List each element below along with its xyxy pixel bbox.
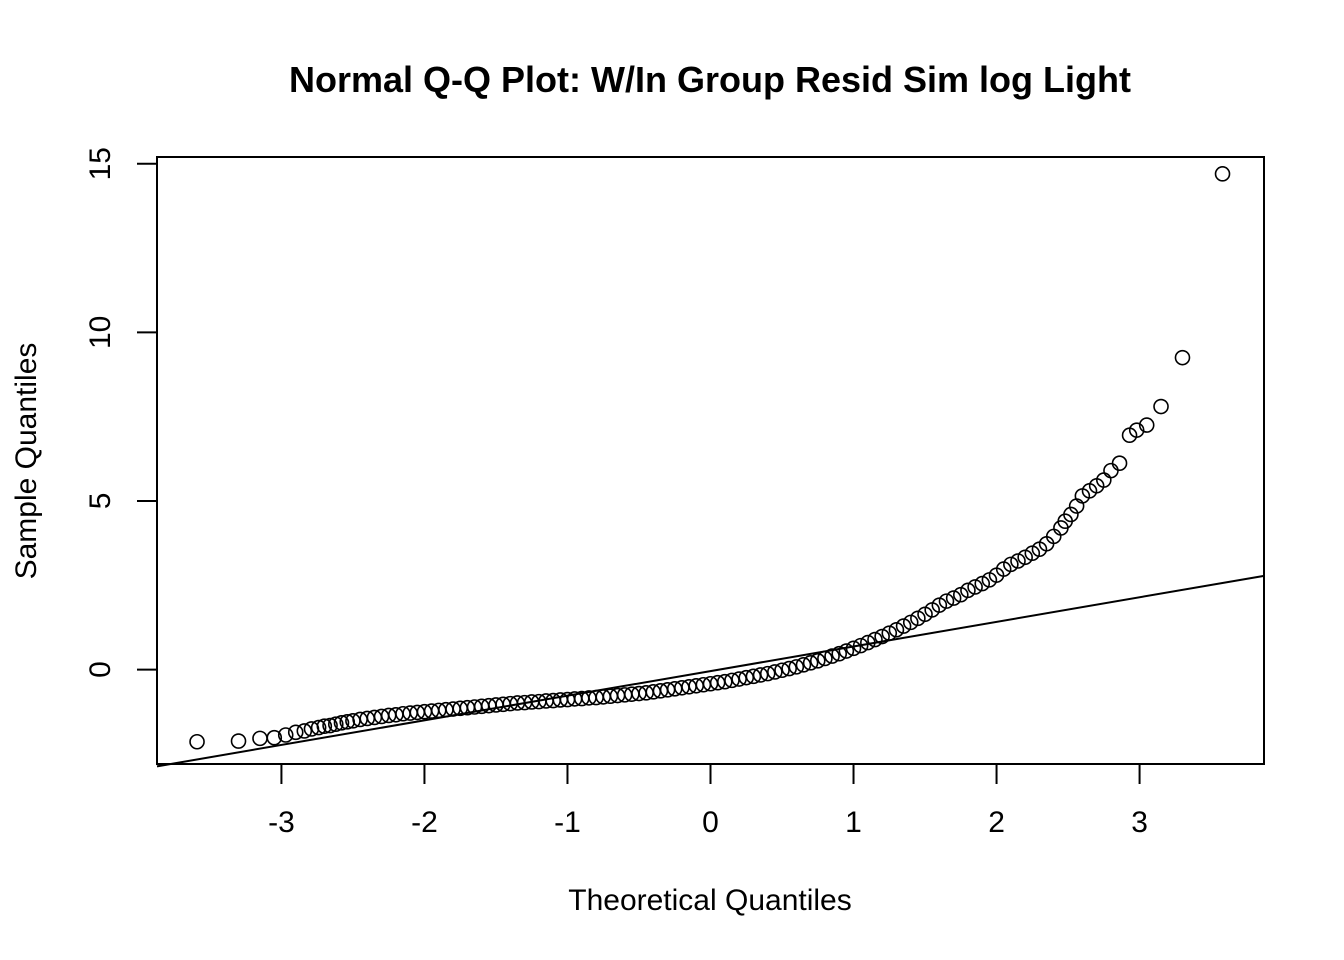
- y-tick-label: 10: [84, 316, 117, 349]
- qq-point: [838, 643, 855, 659]
- x-tick-label: -2: [411, 806, 438, 839]
- qq-point: [322, 717, 338, 734]
- qq-point: [310, 719, 327, 736]
- y-tick-label: 0: [84, 661, 117, 678]
- qq-point: [874, 628, 890, 645]
- qq-point: [881, 625, 898, 641]
- qq-point: [1010, 553, 1026, 569]
- qq-point: [1214, 166, 1231, 182]
- qq-point: [967, 579, 983, 595]
- qq-point: [327, 716, 344, 733]
- qq-point: [759, 665, 776, 682]
- qq-point: [809, 653, 826, 669]
- qq-point: [1063, 506, 1079, 523]
- qq-point: [831, 645, 848, 662]
- y-tick-label: 15: [84, 147, 117, 180]
- x-axis-label: Theoretical Quantiles: [568, 884, 851, 917]
- x-tick-label: 1: [845, 806, 862, 839]
- data-points: [189, 166, 1231, 750]
- qq-point: [1003, 556, 1019, 573]
- qq-point: [296, 723, 313, 739]
- x-tick-label: 3: [1131, 806, 1148, 839]
- qq-point: [277, 727, 294, 743]
- qq-point: [189, 733, 205, 750]
- qq-point: [287, 724, 304, 741]
- qq-point: [938, 593, 955, 609]
- qq-point: [960, 582, 976, 599]
- qq-point: [795, 657, 812, 673]
- chart-title: Normal Q-Q Plot: W/In Group Resid Sim lo…: [289, 59, 1131, 100]
- qq-point: [788, 659, 805, 675]
- qq-point: [781, 660, 797, 677]
- qq-point: [252, 730, 268, 747]
- qq-point: [852, 637, 869, 654]
- qq-point: [824, 648, 840, 664]
- y-tick-label: 5: [84, 493, 117, 510]
- qq-point: [230, 733, 247, 749]
- reference-line: [156, 574, 1265, 768]
- qq-point: [767, 664, 783, 680]
- y-axis: 0 5 10 15: [84, 147, 158, 678]
- x-tick-label: 2: [988, 806, 1005, 839]
- qq-point: [888, 621, 905, 638]
- x-axis: -3 -2 -1 0 1 2 3: [268, 763, 1148, 839]
- qq-point: [1153, 398, 1169, 415]
- qq-point: [867, 631, 883, 648]
- qq-point: [316, 718, 333, 735]
- qq-point: [895, 618, 912, 634]
- qq-point: [1103, 462, 1119, 479]
- qq-point: [333, 715, 350, 731]
- qq-point: [752, 667, 769, 683]
- qq-point: [1138, 417, 1155, 433]
- qq-point: [774, 662, 790, 679]
- y-axis-label: Sample Quantiles: [10, 343, 43, 580]
- plot-frame: [156, 156, 1265, 765]
- x-tick-label: -3: [268, 806, 295, 839]
- x-tick-label: 0: [702, 806, 719, 839]
- qq-point: [945, 590, 962, 606]
- x-tick-label: -1: [554, 806, 581, 839]
- qq-point: [860, 634, 876, 651]
- qq-point: [845, 640, 862, 657]
- qq-point: [974, 575, 991, 592]
- qq-point: [817, 650, 833, 667]
- qq-point: [1128, 422, 1145, 438]
- qq-point: [802, 655, 819, 671]
- qq-point: [1111, 455, 1128, 471]
- qq-point: [1174, 349, 1191, 366]
- qq-point: [266, 729, 283, 746]
